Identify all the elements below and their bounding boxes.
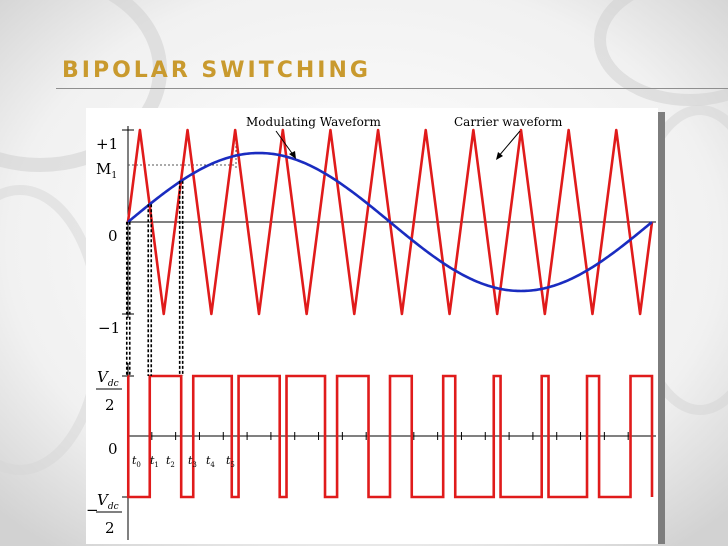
vdc-plus-letter: V xyxy=(97,368,110,386)
time-label: t1 xyxy=(150,454,159,469)
modulating-arrow-head xyxy=(289,151,296,159)
vdc-plus-numerator: Vdc xyxy=(97,368,119,389)
m1-letter: M xyxy=(96,160,111,178)
vdc-minus-denominator: 2 xyxy=(105,519,115,537)
vdc-plus-subscript: dc xyxy=(108,379,119,389)
vdc-minus-letter: V xyxy=(97,491,110,509)
vdc-plus-label: Vdc 2 xyxy=(96,368,122,414)
carrier-arrow xyxy=(497,130,521,158)
y-label-plus-one: +1 xyxy=(96,135,118,153)
title-divider xyxy=(56,88,728,89)
time-label: t5 xyxy=(226,454,235,469)
time-label-subscript: 3 xyxy=(192,461,196,469)
time-label: t0 xyxy=(132,454,141,469)
vdc-plus-denominator: 2 xyxy=(105,396,115,414)
carrier-label: Carrier waveform xyxy=(454,115,563,129)
y-label-m1: M1 xyxy=(96,160,117,181)
time-label-subscript: 4 xyxy=(210,461,215,469)
time-label-letter: t xyxy=(206,454,211,467)
y-label-zero-lower: 0 xyxy=(108,440,118,458)
y-label-minus-one: −1 xyxy=(98,319,120,337)
time-label: t3 xyxy=(188,454,197,469)
carrier-arrow-head xyxy=(496,152,503,160)
vdc-minus-numerator: Vdc xyxy=(97,491,119,512)
time-label-subscript: 5 xyxy=(230,461,234,469)
modulating-arrow xyxy=(275,130,295,157)
switching-waveform xyxy=(126,374,654,499)
pwm-diagram: Modulating Waveform Carrier waveform +1 … xyxy=(86,115,656,540)
time-labels: t0 t1 t2 t3 t4 t5 xyxy=(132,454,235,469)
time-label-letter: t xyxy=(188,454,193,467)
time-label-subscript: 1 xyxy=(154,461,158,469)
vdc-minus-sign: − xyxy=(86,501,99,519)
pwm-figure: Modulating Waveform Carrier waveform +1 … xyxy=(86,108,658,544)
time-label: t4 xyxy=(206,454,215,469)
slide-title: BIPOLAR SWITCHING xyxy=(62,58,371,83)
vdc-minus-subscript: dc xyxy=(108,502,119,512)
time-label-letter: t xyxy=(166,454,171,467)
vdc-minus-label: − Vdc 2 xyxy=(86,491,122,537)
time-label-letter: t xyxy=(132,454,137,467)
m1-subscript: 1 xyxy=(111,171,117,181)
y-label-zero: 0 xyxy=(108,227,118,245)
modulating-label: Modulating Waveform xyxy=(246,115,382,129)
time-label: t2 xyxy=(166,454,175,469)
modulating-waveform xyxy=(127,151,653,293)
time-label-subscript: 0 xyxy=(136,461,140,469)
intersection-projections xyxy=(125,180,184,376)
time-label-letter: t xyxy=(226,454,231,467)
time-label-subscript: 2 xyxy=(170,461,174,469)
time-label-letter: t xyxy=(150,454,155,467)
label-arrows xyxy=(275,130,521,160)
